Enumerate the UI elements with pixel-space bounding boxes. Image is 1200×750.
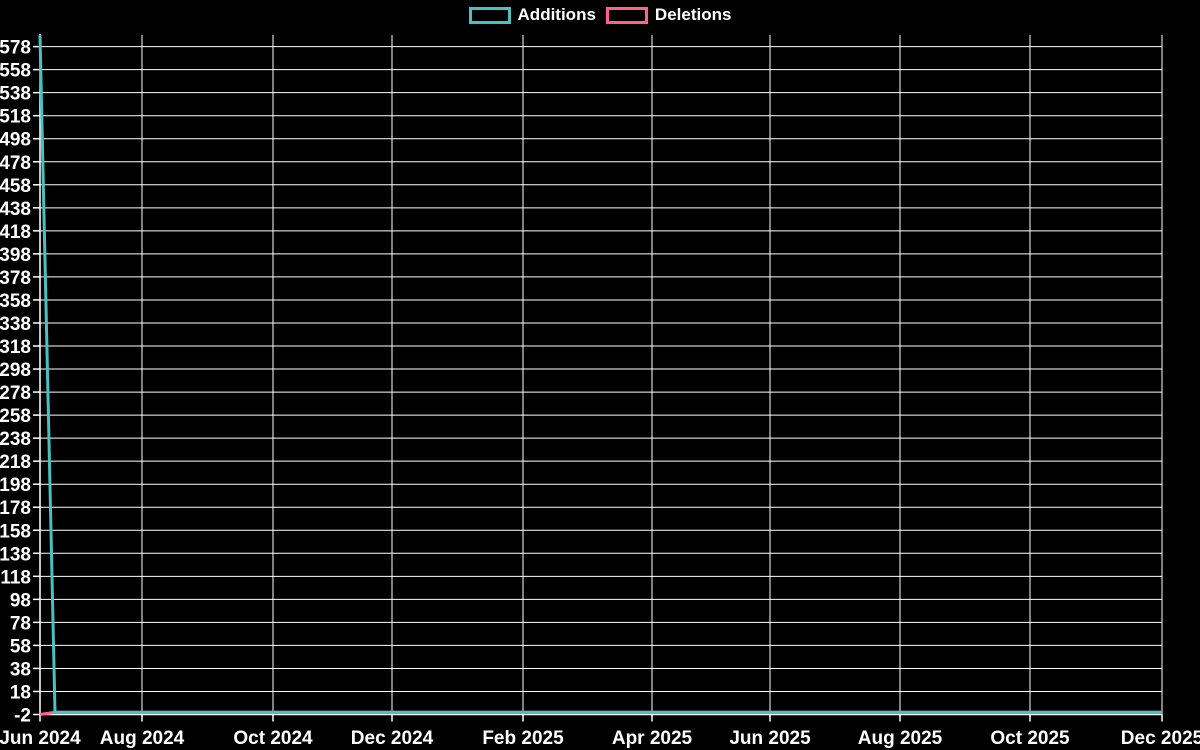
y-tick-label: 118: [0, 567, 31, 588]
x-tick-label: Aug 2024: [100, 728, 185, 749]
y-tick-label: 178: [0, 498, 31, 519]
x-tick-label: Feb 2025: [482, 728, 564, 749]
y-tick-label: 98: [10, 590, 31, 611]
y-tick-label: 278: [0, 383, 31, 404]
y-tick-label: 58: [10, 636, 31, 657]
y-tick-label: 358: [0, 291, 31, 312]
y-tick-label: 158: [0, 521, 31, 542]
x-tick-label: Jun 2024: [0, 728, 81, 749]
x-tick-label: Jun 2025: [729, 728, 811, 749]
y-tick-label: 518: [0, 107, 31, 128]
x-tick-label: Aug 2025: [858, 728, 943, 749]
y-tick-label: 138: [0, 544, 31, 565]
y-tick-label: 538: [0, 84, 31, 105]
x-tick-label: Dec 2025: [1121, 728, 1200, 749]
y-tick-label: 218: [0, 452, 31, 473]
x-tick-label: Apr 2025: [612, 728, 693, 749]
y-tick-label: 78: [10, 613, 31, 634]
y-tick-label: 378: [0, 268, 31, 289]
y-tick-label: 498: [0, 130, 31, 151]
y-tick-label: 578: [0, 38, 31, 59]
additions-swatch-icon: [468, 6, 511, 24]
y-tick-label: 558: [0, 61, 31, 82]
x-tick-label: Dec 2024: [351, 728, 434, 749]
legend-item-additions[interactable]: Additions: [468, 5, 596, 24]
y-tick-label: 478: [0, 153, 31, 174]
y-tick-label: 438: [0, 199, 31, 220]
y-tick-label: 198: [0, 475, 31, 496]
y-tick-label: 258: [0, 406, 31, 427]
additions-line: [38, 35, 1162, 714]
y-tick-label: 38: [10, 659, 31, 680]
y-tick-label: 338: [0, 314, 31, 335]
y-tick-label: 318: [0, 337, 31, 358]
y-tick-label: 238: [0, 429, 31, 450]
y-tick-label: -2: [14, 706, 31, 727]
y-tick-label: 18: [10, 682, 31, 703]
y-tick-label: 398: [0, 245, 31, 266]
chart-legend: Additions Deletions: [0, 6, 1200, 24]
y-tick-label: 298: [0, 360, 31, 381]
x-tick-label: Oct 2024: [233, 728, 313, 749]
legend-item-deletions[interactable]: Deletions: [605, 5, 732, 24]
deletions-swatch-icon: [605, 6, 648, 24]
y-tick-label: 418: [0, 222, 31, 243]
legend-label-additions: Additions: [517, 5, 596, 24]
y-tick-label: 458: [0, 176, 31, 197]
x-tick-label: Oct 2025: [990, 728, 1070, 749]
legend-label-deletions: Deletions: [654, 5, 732, 24]
